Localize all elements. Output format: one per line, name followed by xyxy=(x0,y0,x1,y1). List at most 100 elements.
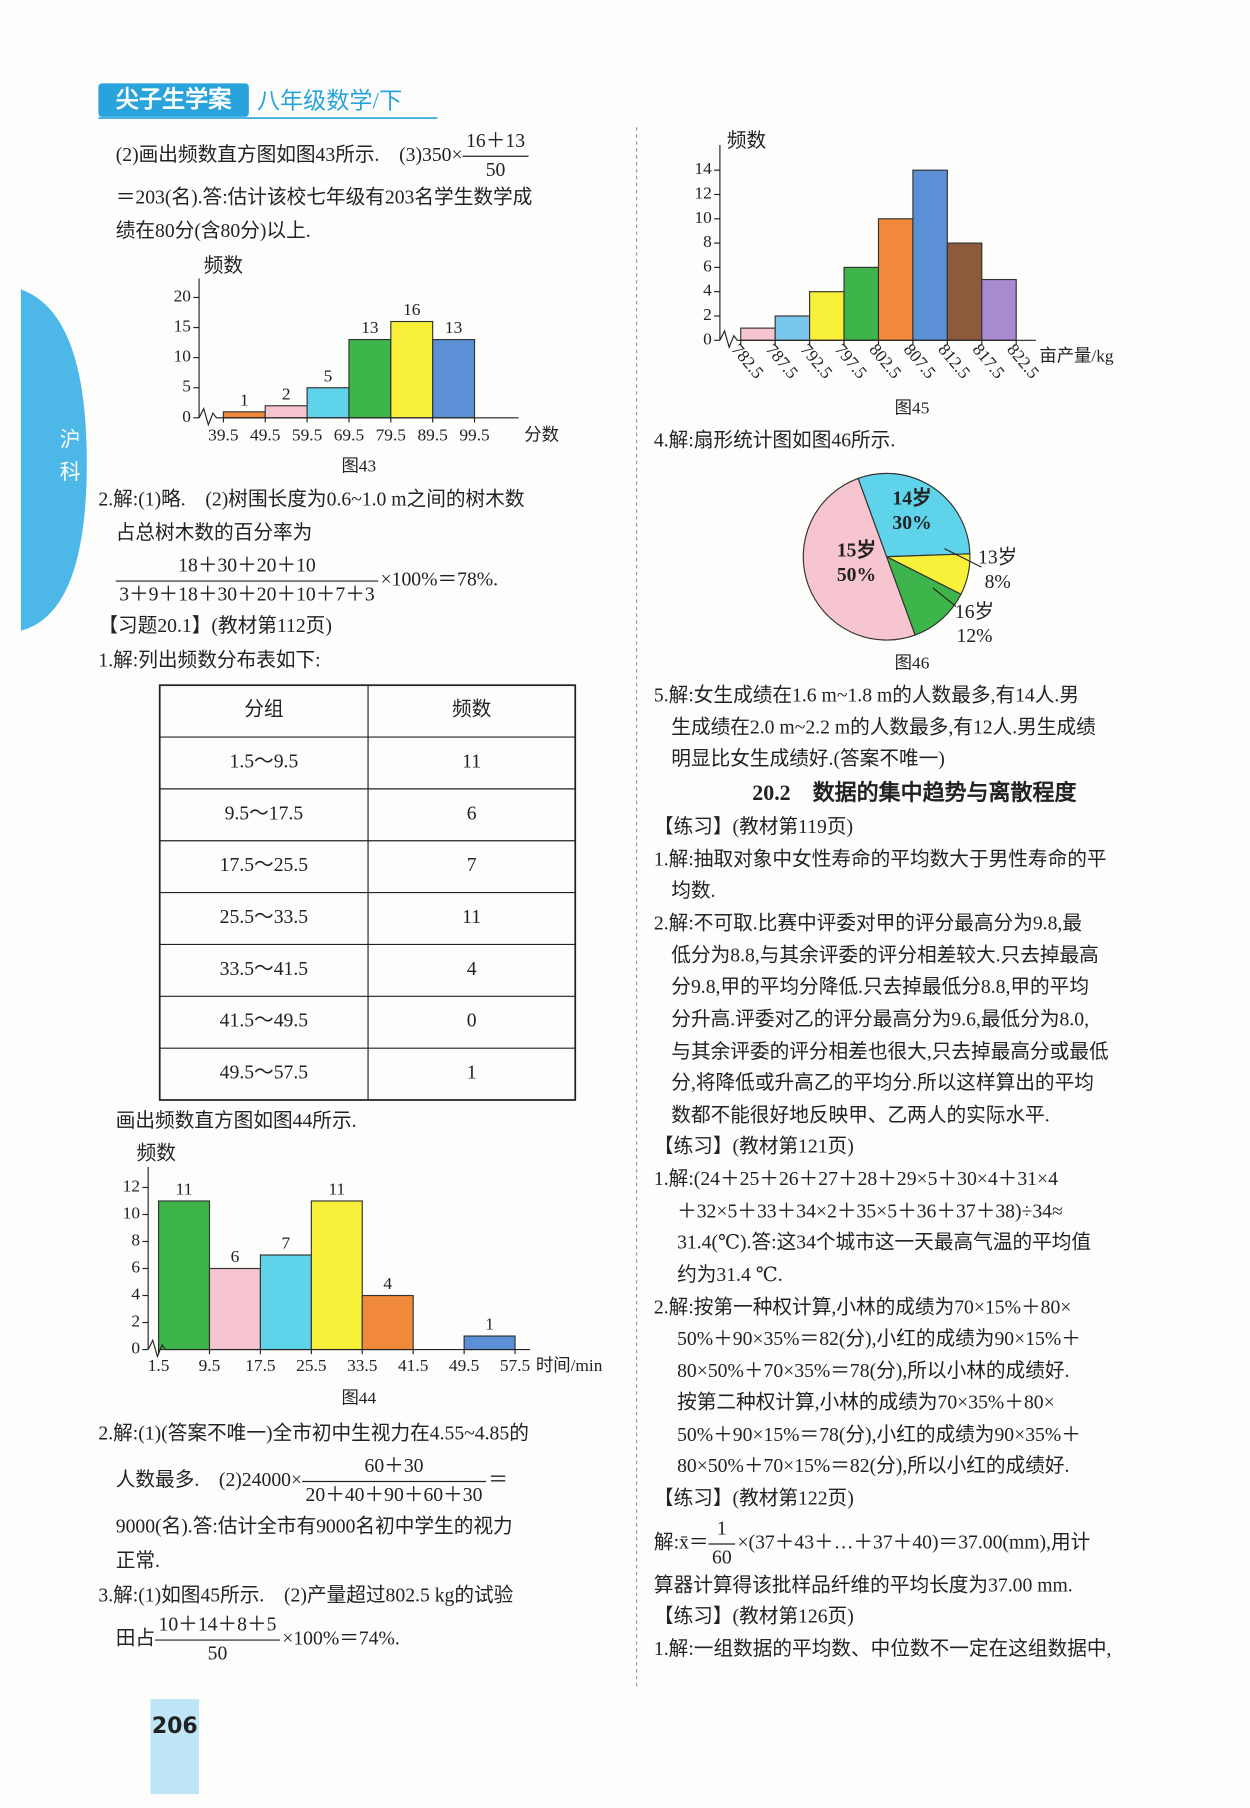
data-label: 7 xyxy=(282,1234,291,1253)
body-text: 【习题20.1】(教材第112页) xyxy=(98,615,331,637)
body-text: 9000(名).答:估计全市有9000名初中学生的视力 xyxy=(116,1515,513,1537)
data-label: 1 xyxy=(240,390,249,409)
body-text: 4.解:扇形统计图如图46所示. xyxy=(654,430,895,452)
y-tick-label: 0 xyxy=(703,329,712,348)
pie-value-label: 8% xyxy=(985,571,1011,593)
y-tick-label: 0 xyxy=(182,407,191,426)
table-cell: 17.5～25.5 xyxy=(220,854,309,876)
histogram-bar xyxy=(809,291,845,341)
body-text: ×(37＋43＋…＋37＋40)＝37.00(mm),用计 xyxy=(737,1532,1090,1554)
body-text: 明显比女生成绩好.(答案不唯一) xyxy=(671,748,945,770)
body-text: 2.解:(1)(答案不唯一)全市初中生视力在4.55~4.85的 xyxy=(98,1423,529,1445)
x-tick-label: 99.5 xyxy=(459,425,489,444)
y-axis-label: 频数 xyxy=(727,130,767,152)
table-cell: 1 xyxy=(467,1062,477,1084)
table-header: 频数 xyxy=(452,699,492,721)
fraction-denominator: 3＋9＋18＋30＋20＋10＋7＋3 xyxy=(119,584,375,606)
y-tick-label: 8 xyxy=(703,232,712,251)
x-tick-label: 9.5 xyxy=(199,1356,221,1375)
axis-break xyxy=(198,406,519,427)
leader-line xyxy=(932,587,957,607)
fraction-denominator: 20＋40＋90＋60＋30 xyxy=(306,1484,483,1506)
body-text: 2.解:(1)略. (2)树围长度为0.6~1.0 m之间的树木数 xyxy=(98,489,524,511)
y-tick-label: 5 xyxy=(182,377,191,396)
body-text: ＝203(名).答:估计该校七年级有203名学生数学成 xyxy=(116,187,533,209)
section-heading: 20.2 数据的集中趋势与离散程度 xyxy=(752,780,1076,805)
body-text: 数都不能很好地反映甲、乙两人的实际水平. xyxy=(671,1104,1049,1126)
data-label: 6 xyxy=(231,1247,240,1266)
x-tick-label: 817.5 xyxy=(969,340,1009,382)
x-tick-label: 797.5 xyxy=(831,340,871,382)
x-tick-label: 89.5 xyxy=(417,425,447,444)
fraction-numerator: 60＋30 xyxy=(365,1455,424,1477)
data-label: 11 xyxy=(176,1180,193,1199)
data-label: 5 xyxy=(324,366,333,385)
fraction-numerator: 18＋30＋20＋10 xyxy=(178,555,316,577)
y-tick-label: 4 xyxy=(703,281,712,300)
body-text: 1.解:(24＋25＋26＋27＋28＋29×5＋30×4＋31×4 xyxy=(654,1168,1058,1190)
body-text: 50%＋90×35%＝82(分),小红的成绩为90×15%＋ xyxy=(677,1328,1081,1350)
leader-line xyxy=(944,548,982,568)
y-tick-label: 6 xyxy=(131,1257,140,1276)
body-text: (2)画出频数直方图如图43所示. (3)350× xyxy=(116,144,463,166)
table-cell: 4 xyxy=(467,958,477,980)
x-tick-label: 1.5 xyxy=(148,1356,170,1375)
y-tick-label: 15 xyxy=(174,317,191,336)
histogram-bar xyxy=(740,327,776,341)
histogram-bar xyxy=(264,405,308,419)
body-text: 2.解:按第一种权计算,小林的成绩为70×15%＋80× xyxy=(654,1297,1071,1319)
body-text: ×100%＝74%. xyxy=(282,1628,400,1650)
histogram-bar xyxy=(208,1267,261,1351)
data-label: 13 xyxy=(445,318,462,337)
body-text: 占总树木数的百分率为 xyxy=(116,522,313,544)
body-text: 均数. xyxy=(671,880,715,902)
histogram-bar xyxy=(774,315,811,341)
figure-caption: 图46 xyxy=(895,653,930,672)
body-text: 1.解:抽取对象中女性寿命的平均数大于男性寿命的平 xyxy=(654,849,1107,871)
histogram-bar xyxy=(877,218,914,341)
y-tick-label: 10 xyxy=(694,208,712,227)
table-cell: 11 xyxy=(462,750,481,772)
fraction-numerator: 1 xyxy=(717,1518,727,1540)
histogram-bar xyxy=(310,1200,363,1351)
book-subtitle: 八年级数学/下 xyxy=(257,88,402,114)
histogram-bar xyxy=(912,169,948,341)
fraction-denominator: 60 xyxy=(712,1547,732,1569)
pie-slice xyxy=(885,555,962,636)
x-tick-label: 802.5 xyxy=(865,340,905,382)
body-text: 【练习】(教材第119页) xyxy=(654,816,853,838)
x-tick-label: 49.5 xyxy=(250,425,280,444)
page-number: 206 xyxy=(152,1714,198,1739)
pie-value-label: 30% xyxy=(892,512,931,534)
body-text: ×100%＝78%. xyxy=(381,569,499,591)
table-cell: 6 xyxy=(467,802,477,824)
histogram-bar xyxy=(361,1294,414,1351)
body-text: 【练习】(教材第122页) xyxy=(654,1488,854,1510)
table-cell: 41.5～49.5 xyxy=(220,1010,309,1032)
histogram-bar xyxy=(157,1200,211,1351)
body-text: 50%＋90×15%＝78(分),小红的成绩为90×35%＋ xyxy=(677,1424,1081,1446)
body-text: ＋32×5＋33＋34×2＋35×5＋36＋37＋38)÷34≈ xyxy=(677,1200,1063,1222)
x-tick-label: 782.5 xyxy=(728,340,768,382)
fraction-denominator: 50 xyxy=(208,1643,228,1665)
histogram-bar xyxy=(348,339,392,419)
table-cell: 0 xyxy=(467,1010,477,1032)
histogram-bar xyxy=(259,1254,312,1351)
x-axis-label: 时间/min xyxy=(536,1356,603,1375)
body-text: 解:x̄＝ xyxy=(654,1532,709,1554)
body-text: 【练习】(教材第126页) xyxy=(654,1606,854,1628)
fraction-numerator: 16＋13 xyxy=(466,130,525,152)
y-tick-label: 14 xyxy=(694,159,712,178)
y-tick-label: 20 xyxy=(174,286,192,305)
page-number-box xyxy=(150,1699,200,1794)
side-tab-text: 沪科 xyxy=(56,428,80,493)
x-tick-label: 57.5 xyxy=(500,1356,530,1375)
x-tick-label: 822.5 xyxy=(1003,340,1043,382)
x-tick-label: 59.5 xyxy=(292,425,322,444)
pie-category-label: 15岁 xyxy=(837,539,876,562)
data-label: 4 xyxy=(383,1274,392,1293)
histogram-bar xyxy=(222,411,266,419)
body-text: 生成绩在2.0 m~2.2 m的人数最多,有12人.男生成绩 xyxy=(671,717,1096,739)
